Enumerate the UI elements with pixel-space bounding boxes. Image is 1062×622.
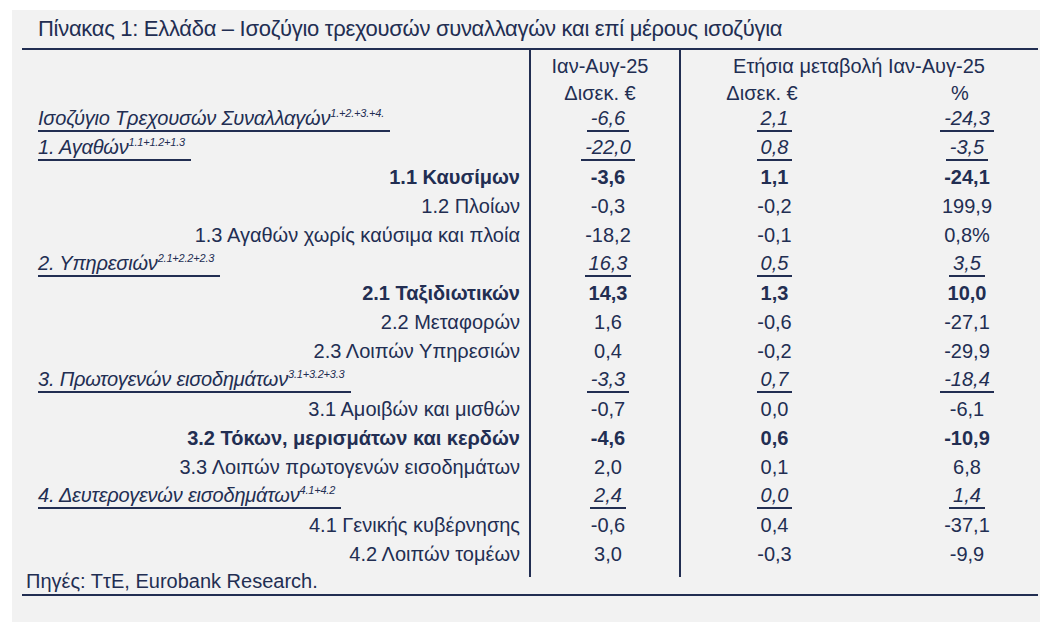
row-label: 4.1 Γενικής κυβέρνησης <box>22 514 530 537</box>
row-value: 1,3 <box>680 282 860 305</box>
row-label: 1.2 Πλοίων <box>22 195 530 218</box>
row-value: 0,0 <box>680 398 860 421</box>
row-value: -3,6 <box>530 166 680 189</box>
row-value: 1,1 <box>680 166 860 189</box>
row-value: 2,4 <box>530 484 680 509</box>
row-value: -0,1 <box>680 224 860 247</box>
row-value: 199,9 <box>860 195 1038 218</box>
row-value: -18,4 <box>860 368 1038 393</box>
row-value: -0,2 <box>680 340 860 363</box>
row-label: 3.2 Τόκων, μερισμάτων και κερδών <box>22 427 530 450</box>
row-value: 0,0 <box>680 484 860 509</box>
row-label: 3.3 Λοιπών πρωτογενών εισοδημάτων <box>22 456 530 479</box>
table-title: Πίνακας 1: Ελλάδα – Ισοζύγιο τρεχουσών σ… <box>38 16 782 42</box>
bottom-border <box>22 594 1038 596</box>
row-label: Ισοζύγιο Τρεχουσών Συναλλαγών1.+2.+3.+4. <box>22 107 530 132</box>
row-value: -27,1 <box>860 311 1038 334</box>
row-label: 2.1 Ταξιδιωτικών <box>22 282 530 305</box>
row-value: 10,0 <box>860 282 1038 305</box>
column-divider-1 <box>529 50 531 577</box>
row-value: -6,6 <box>530 107 680 132</box>
row-label: 4. Δευτερογενών εισοδημάτων4.1+4.2 <box>22 484 530 509</box>
row-value: 3,0 <box>530 543 680 566</box>
row-value: -6,1 <box>860 398 1038 421</box>
row-value: -0,6 <box>680 311 860 334</box>
row-value: 16,3 <box>530 252 680 277</box>
row-value: -24,1 <box>860 166 1038 189</box>
row-value: -0,6 <box>530 514 680 537</box>
row-value: 2,1 <box>680 107 860 132</box>
row-value: 0,8 <box>680 136 860 161</box>
row-value: -0,2 <box>680 195 860 218</box>
row-label: 3. Πρωτογενών εισοδημάτων3.1+3.2+3.3 <box>22 368 530 393</box>
row-value: -9,9 <box>860 543 1038 566</box>
column-divider-2 <box>679 50 681 577</box>
row-value: 2,0 <box>530 456 680 479</box>
row-value: -0,7 <box>530 398 680 421</box>
row-label: 3.1 Αμοιβών και μισθών <box>22 398 530 421</box>
row-label: 1.3 Αγαθών χωρίς καύσιμα και πλοία <box>22 224 530 247</box>
col-header-change-group: Ετήσια μεταβολή Ιαν-Αυγ-25 <box>680 55 1038 78</box>
row-value: -4,6 <box>530 427 680 450</box>
col-header-period-unit: Δισεκ. € <box>530 82 680 105</box>
row-label: 1. Αγαθών1.1+1.2+1.3 <box>22 136 530 161</box>
row-value: -29,9 <box>860 340 1038 363</box>
row-value: -18,2 <box>530 224 680 247</box>
row-value: -3,3 <box>530 368 680 393</box>
row-value: 0,8% <box>860 224 1038 247</box>
row-label: 2.3 Λοιπών Υπηρεσιών <box>22 340 530 363</box>
row-value: -24,3 <box>860 107 1038 132</box>
row-value: 14,3 <box>530 282 680 305</box>
row-value: 0,1 <box>680 456 860 479</box>
row-value: 0,5 <box>680 252 860 277</box>
row-value: 0,4 <box>530 340 680 363</box>
row-value: -0,3 <box>530 195 680 218</box>
row-value: 3,5 <box>860 252 1038 277</box>
row-label: 1.1 Καυσίμων <box>22 166 530 189</box>
row-value: -22,0 <box>530 136 680 161</box>
row-value: 6,8 <box>860 456 1038 479</box>
col-header-period: Ιαν-Αυγ-25 <box>530 55 680 78</box>
row-label: 4.2 Λοιπών τομέων <box>22 543 530 566</box>
row-value: -0,3 <box>680 543 860 566</box>
row-label: 2.2 Μεταφορών <box>22 311 530 334</box>
row-value: 0,6 <box>680 427 860 450</box>
row-value: 1,4 <box>860 484 1038 509</box>
source-note: Πηγές: ΤτΕ, Eurobank Research. <box>26 570 318 593</box>
col-header-change-unit-pct: % <box>860 82 1038 105</box>
col-header-change-unit-abs: Δισεκ. € <box>680 82 860 105</box>
row-value: -3,5 <box>860 136 1038 161</box>
row-value: 1,6 <box>530 311 680 334</box>
row-value: 0,7 <box>680 368 860 393</box>
row-value: 0,4 <box>680 514 860 537</box>
row-value: -10,9 <box>860 427 1038 450</box>
row-label: 2. Υπηρεσιών2.1+2.2+2.3 <box>22 252 530 277</box>
row-value: -37,1 <box>860 514 1038 537</box>
